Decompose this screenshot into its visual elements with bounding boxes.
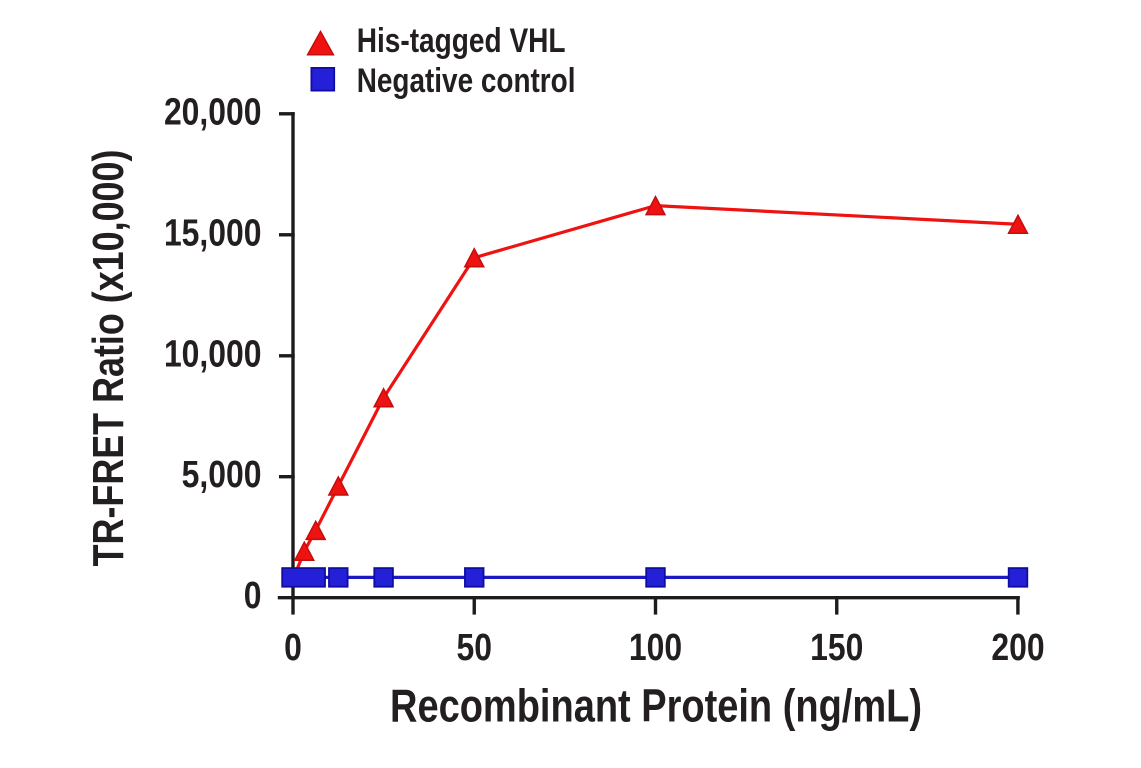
svg-text:50: 50 — [457, 627, 492, 669]
svg-text:5,000: 5,000 — [182, 454, 262, 496]
svg-text:His-tagged VHL: His-tagged VHL — [357, 22, 566, 60]
svg-text:15,000: 15,000 — [164, 212, 262, 254]
svg-text:Negative control: Negative control — [357, 61, 576, 99]
svg-text:150: 150 — [810, 627, 863, 669]
svg-text:10,000: 10,000 — [164, 333, 262, 375]
svg-text:0: 0 — [244, 575, 262, 617]
svg-text:0: 0 — [284, 627, 302, 669]
svg-text:100: 100 — [629, 627, 682, 669]
svg-text:TR-FRET Ratio (x10,000): TR-FRET Ratio (x10,000) — [83, 150, 132, 567]
svg-text:20,000: 20,000 — [164, 91, 262, 133]
svg-text:200: 200 — [991, 627, 1044, 669]
svg-text:Recombinant Protein (ng/mL): Recombinant Protein (ng/mL) — [390, 680, 922, 731]
